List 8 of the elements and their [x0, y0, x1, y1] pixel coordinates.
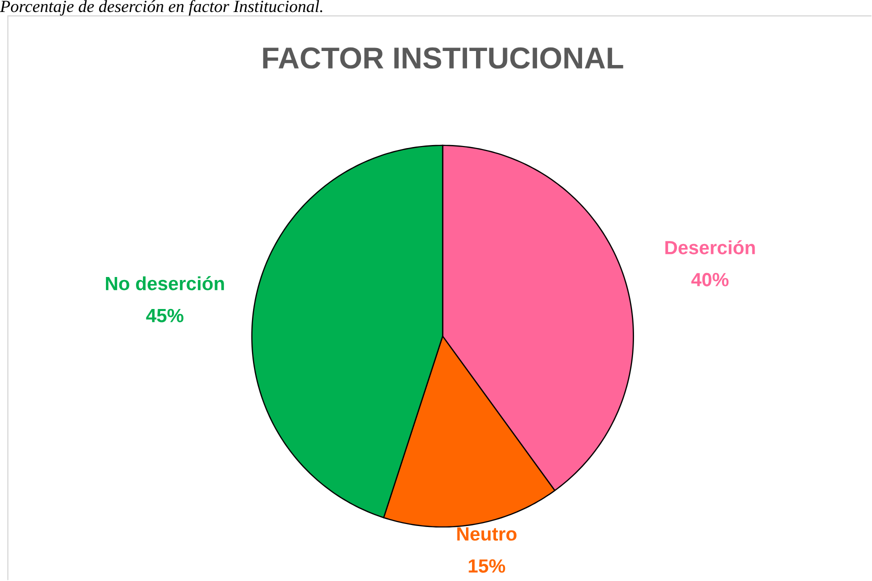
slice-label: No deserción	[106, 276, 224, 290]
data-label: 40%	[691, 272, 729, 286]
data-label: 15%	[468, 559, 506, 573]
chart-title: FACTOR INSTITUCIONAL	[263, 48, 624, 69]
text: Porcentaje de deserción en factor Institucional.	[0, 0, 322, 16]
data-label: 45%	[146, 308, 184, 322]
slice-label: Neutro	[457, 528, 516, 541]
slice-label: Deserción	[665, 240, 755, 254]
